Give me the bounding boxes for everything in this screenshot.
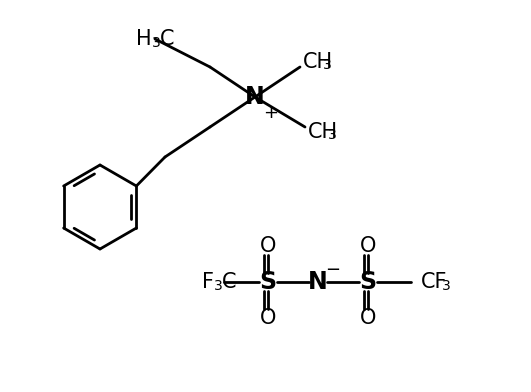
Text: O: O (260, 308, 276, 328)
Text: H: H (136, 29, 152, 49)
Text: S: S (260, 270, 277, 294)
Text: S: S (359, 270, 376, 294)
Text: 3: 3 (328, 128, 337, 142)
Text: 3: 3 (442, 279, 451, 293)
Text: C: C (160, 29, 175, 49)
Text: CH: CH (308, 122, 338, 142)
Text: N: N (308, 270, 328, 294)
Text: CH: CH (303, 52, 333, 72)
Text: −: − (326, 261, 340, 279)
Text: N: N (245, 85, 265, 109)
Text: 3: 3 (214, 279, 222, 293)
Text: O: O (360, 236, 376, 256)
Text: F: F (202, 272, 214, 292)
Text: O: O (360, 308, 376, 328)
Text: C: C (222, 272, 236, 292)
Text: CF: CF (421, 272, 448, 292)
Text: 3: 3 (152, 36, 161, 50)
Text: +: + (263, 104, 278, 122)
Text: O: O (260, 236, 276, 256)
Text: 3: 3 (323, 58, 332, 72)
